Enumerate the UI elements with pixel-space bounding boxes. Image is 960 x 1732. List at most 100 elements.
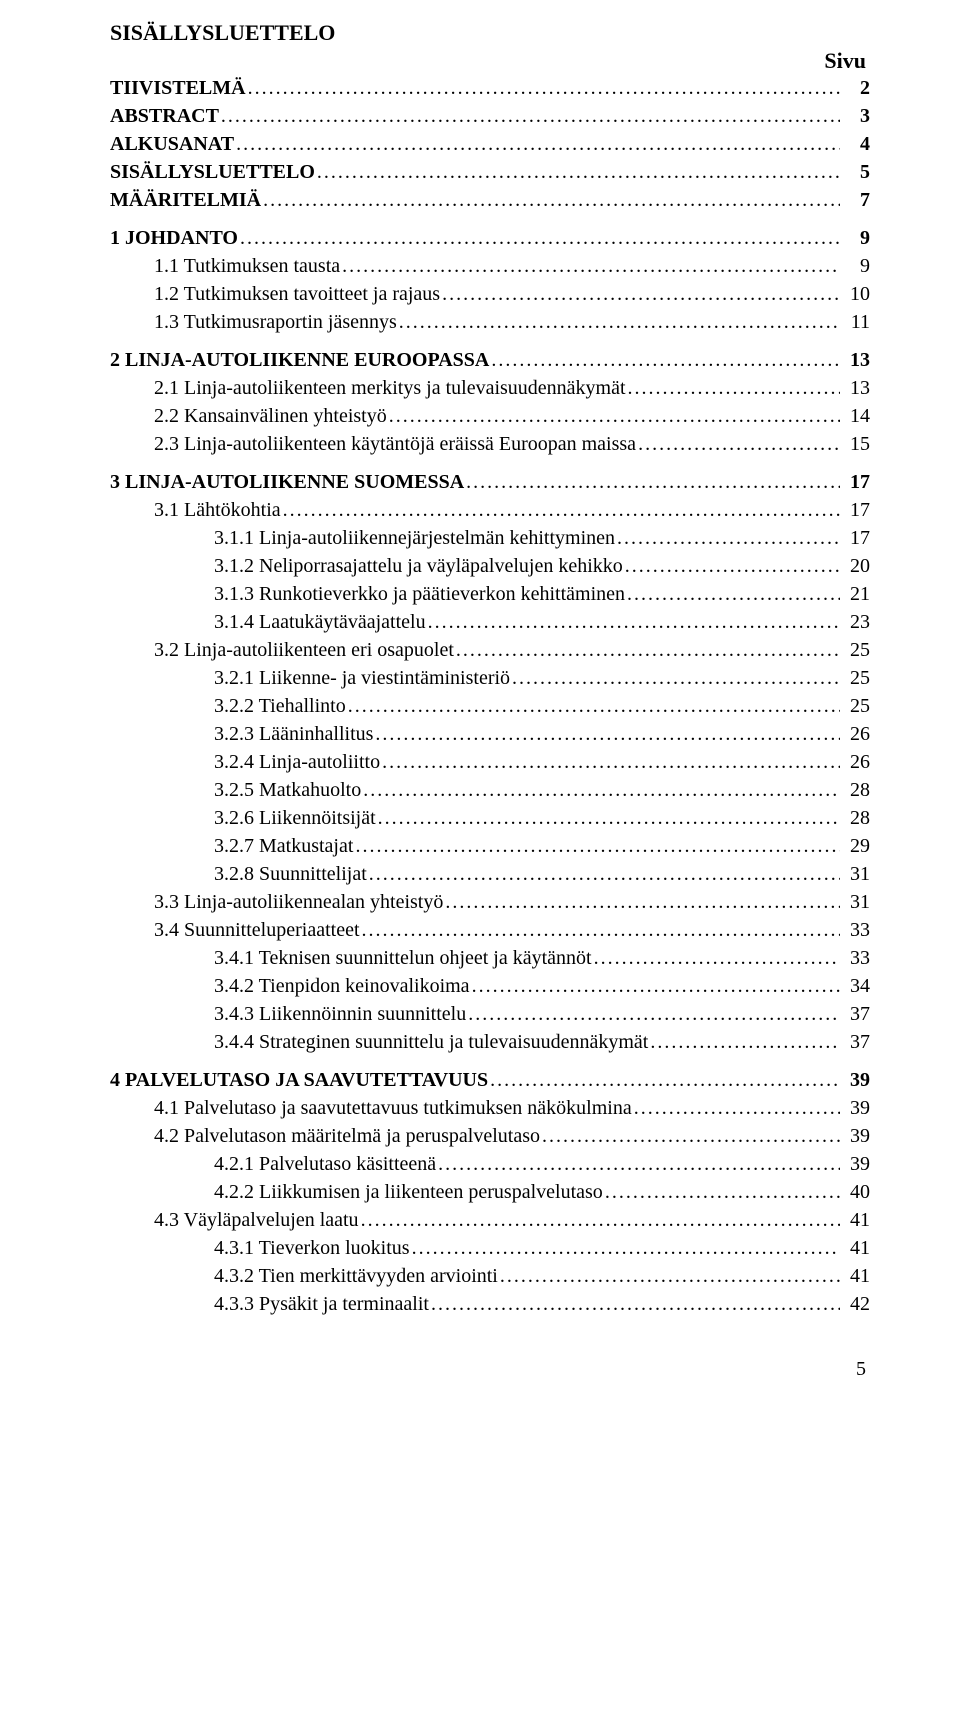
toc-page-number: 25	[842, 636, 870, 664]
toc-row: 3.2.3 Lääninhallitus 26	[110, 720, 870, 748]
toc-label: 2.2 Kansainvälinen yhteistyö	[154, 402, 387, 430]
toc-label: SISÄLLYSLUETTELO	[110, 158, 315, 186]
toc-leader	[605, 1178, 840, 1206]
toc-label: 2.1 Linja-autoliikenteen merkitys ja tul…	[154, 374, 626, 402]
toc-page-number: 23	[842, 608, 870, 636]
toc-label: 4.2 Palvelutason määritelmä ja peruspalv…	[154, 1122, 540, 1150]
toc-page-number: 33	[842, 944, 870, 972]
toc-leader	[490, 1066, 840, 1094]
toc-label: 3.2.5 Matkahuolto	[214, 776, 361, 804]
toc-row: ALKUSANAT4	[110, 130, 870, 158]
toc-label: TIIVISTELMÄ	[110, 74, 246, 102]
toc-leader	[355, 832, 840, 860]
toc-row: 3.2.4 Linja-autoliitto26	[110, 748, 870, 776]
toc-label: 1.2 Tutkimuksen tavoitteet ja rajaus	[154, 280, 440, 308]
toc-page-number: 3	[842, 102, 870, 130]
toc-leader	[375, 720, 840, 748]
toc-label: 3.4 Suunnitteluperiaatteet	[154, 916, 360, 944]
toc-leader	[627, 580, 840, 608]
toc-row: 3.4.3 Liikennöinnin suunnittelu37	[110, 1000, 870, 1028]
toc-page-number: 39	[842, 1066, 870, 1094]
document-title: SISÄLLYSLUETTELO	[110, 20, 870, 46]
toc-leader	[491, 346, 840, 374]
toc-leader	[263, 186, 840, 214]
toc-page-number: 25	[842, 692, 870, 720]
toc-row: 3.1.3 Runkotieverkko ja päätieverkon keh…	[110, 580, 870, 608]
toc-page-number: 7	[842, 186, 870, 214]
toc-page-number: 25	[842, 664, 870, 692]
toc-leader	[431, 1290, 840, 1318]
toc-page-number: 31	[842, 888, 870, 916]
toc-page-number: 26	[842, 748, 870, 776]
toc-label: 4 PALVELUTASO JA SAAVUTETTAVUUS	[110, 1066, 488, 1094]
toc-page-number: 41	[842, 1206, 870, 1234]
toc-label: 4.2.2 Liikkumisen ja liikenteen peruspal…	[214, 1178, 603, 1206]
page-container: SISÄLLYSLUETTELO Sivu TIIVISTELMÄ2ABSTRA…	[0, 0, 960, 1421]
toc-row: 3.2.2 Tiehallinto25	[110, 692, 870, 720]
toc-row: 3.1 Lähtökohtia17	[110, 496, 870, 524]
toc-row: 3.2.5 Matkahuolto28	[110, 776, 870, 804]
toc-row: 3.4.2 Tienpidon keinovalikoima34	[110, 972, 870, 1000]
toc-leader	[628, 374, 840, 402]
toc-row: 4.3.1 Tieverkon luokitus 41	[110, 1234, 870, 1262]
toc-page-number: 4	[842, 130, 870, 158]
toc-label: 3.1.2 Neliporrasajattelu ja väyläpalvelu…	[214, 552, 623, 580]
toc-page-number: 39	[842, 1122, 870, 1150]
toc-page-number: 41	[842, 1234, 870, 1262]
toc-row: 3.4.1 Teknisen suunnittelun ohjeet ja kä…	[110, 944, 870, 972]
toc-label: 3.1.4 Laatukäytäväajattelu	[214, 608, 426, 636]
toc-row: 3.1.4 Laatukäytäväajattelu 23	[110, 608, 870, 636]
toc-label: 3 LINJA-AUTOLIIKENNE SUOMESSA	[110, 468, 464, 496]
toc-leader	[456, 636, 840, 664]
toc-label: MÄÄRITELMIÄ	[110, 186, 261, 214]
toc-leader	[412, 1234, 840, 1262]
toc-page-number: 9	[842, 252, 870, 280]
toc-row: 1 JOHDANTO9	[110, 224, 870, 252]
toc-row: 3.1.1 Linja-autoliikennejärjestelmän keh…	[110, 524, 870, 552]
toc-row: 4.3.3 Pysäkit ja terminaalit42	[110, 1290, 870, 1318]
toc-page-number: 41	[842, 1262, 870, 1290]
toc-page-number: 26	[842, 720, 870, 748]
toc-page-number: 20	[842, 552, 870, 580]
toc-label: 3.4.2 Tienpidon keinovalikoima	[214, 972, 470, 1000]
toc-label: 1 JOHDANTO	[110, 224, 238, 252]
toc-label: 3.1 Lähtökohtia	[154, 496, 281, 524]
toc-label: 4.2.1 Palvelutaso käsitteenä	[214, 1150, 436, 1178]
toc-page-number: 13	[842, 346, 870, 374]
toc-row: 2.3 Linja-autoliikenteen käytäntöjä eräi…	[110, 430, 870, 458]
toc-row: 1.3 Tutkimusraportin jäsennys11	[110, 308, 870, 336]
toc-label: 4.3.1 Tieverkon luokitus	[214, 1234, 410, 1262]
toc-page-number: 37	[842, 1000, 870, 1028]
toc-leader	[466, 468, 840, 496]
toc-row: 2.2 Kansainvälinen yhteistyö14	[110, 402, 870, 430]
toc-leader	[468, 1000, 840, 1028]
section-gap	[110, 458, 870, 468]
toc-leader	[348, 692, 840, 720]
toc-label: 2.3 Linja-autoliikenteen käytäntöjä eräi…	[154, 430, 636, 458]
toc-row: MÄÄRITELMIÄ 7	[110, 186, 870, 214]
toc-row: 4 PALVELUTASO JA SAAVUTETTAVUUS 39	[110, 1066, 870, 1094]
toc-row: 3.1.2 Neliporrasajattelu ja väyläpalvelu…	[110, 552, 870, 580]
toc-page-number: 17	[842, 524, 870, 552]
toc-leader	[240, 224, 840, 252]
toc-row: 2 LINJA-AUTOLIIKENNE EUROOPASSA 13	[110, 346, 870, 374]
toc-row: 4.1 Palvelutaso ja saavutettavuus tutkim…	[110, 1094, 870, 1122]
toc-leader	[236, 130, 840, 158]
toc-leader	[342, 252, 840, 280]
toc-leader	[389, 402, 840, 430]
toc-leader	[428, 608, 840, 636]
toc-label: 2 LINJA-AUTOLIIKENNE EUROOPASSA	[110, 346, 489, 374]
toc-leader	[542, 1122, 840, 1150]
toc-page-number: 17	[842, 468, 870, 496]
toc-leader	[317, 158, 840, 186]
toc-leader	[283, 496, 840, 524]
toc-row: 4.3 Väyläpalvelujen laatu41	[110, 1206, 870, 1234]
toc-page-number: 10	[842, 280, 870, 308]
toc-row: ABSTRACT3	[110, 102, 870, 130]
toc-row: 3 LINJA-AUTOLIIKENNE SUOMESSA 17	[110, 468, 870, 496]
toc-label: 3.2.3 Lääninhallitus	[214, 720, 373, 748]
toc-page-number: 31	[842, 860, 870, 888]
toc-leader	[362, 916, 841, 944]
toc-leader	[617, 524, 840, 552]
toc-label: 3.2.7 Matkustajat	[214, 832, 353, 860]
